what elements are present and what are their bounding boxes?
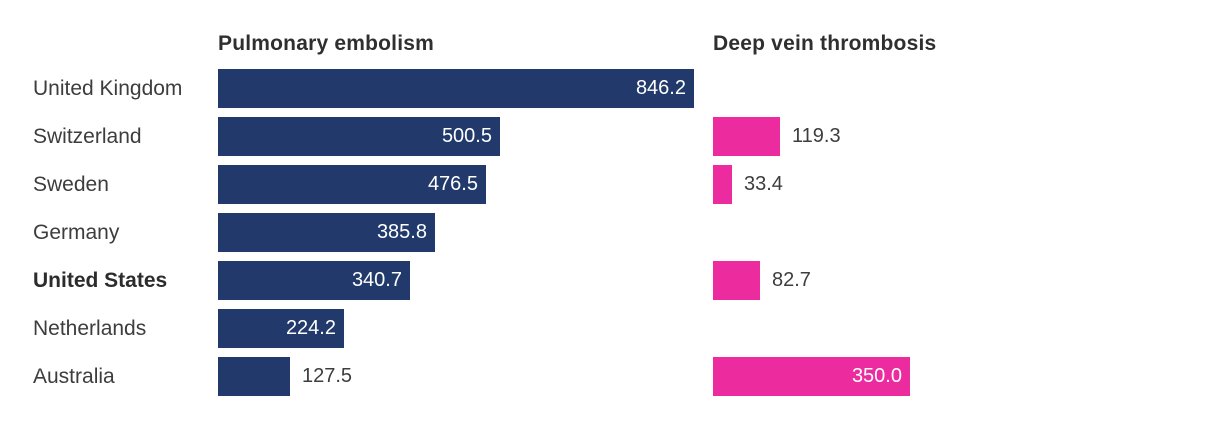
pulmonary-embolism-column-header: Pulmonary embolism [218, 32, 434, 55]
chart-row-united-states: United States 340.7 82.7 [0, 261, 1220, 300]
category-label-netherlands: Netherlands [33, 317, 147, 340]
deep-vein-thrombosis-value-label-australia: 350.0 [851, 365, 902, 387]
deep-vein-thrombosis-bar-united-states [713, 261, 760, 300]
deep-vein-thrombosis-bar-sweden [713, 165, 732, 204]
category-label-germany: Germany [33, 221, 120, 244]
chart-row-netherlands: Netherlands 224.2 [0, 309, 1220, 348]
deep-vein-thrombosis-bar-australia: 350.0 [713, 357, 910, 396]
chart-row-sweden: Sweden 476.5 33.4 [0, 165, 1220, 204]
chart-row-switzerland: Switzerland 500.5 119.3 [0, 117, 1220, 156]
pulmonary-embolism-bar-australia [218, 357, 290, 396]
pulmonary-embolism-bar-switzerland: 500.5 [218, 117, 500, 156]
pulmonary-embolism-bar-united-states: 340.7 [218, 261, 410, 300]
deep-vein-thrombosis-bar-switzerland [713, 117, 780, 156]
pulmonary-embolism-value-label-switzerland: 500.5 [441, 125, 492, 147]
pulmonary-embolism-bar-netherlands: 224.2 [218, 309, 344, 348]
pulmonary-embolism-value-label-united-states: 340.7 [351, 269, 402, 291]
pulmonary-embolism-value-label-netherlands: 224.2 [285, 317, 336, 339]
chart-row-australia: Australia 127.5 350.0 [0, 357, 1220, 396]
pulmonary-embolism-value-label-germany: 385.8 [376, 221, 427, 243]
category-label-united-kingdom: United Kingdom [33, 77, 183, 100]
deep-vein-thrombosis-value-label-sweden: 33.4 [744, 173, 783, 195]
deep-vein-thrombosis-value-label-switzerland: 119.3 [792, 125, 841, 147]
category-label-australia: Australia [33, 365, 115, 388]
deep-vein-thrombosis-value-label-united-states: 82.7 [772, 269, 811, 291]
pulmonary-embolism-value-label-sweden: 476.5 [427, 173, 478, 195]
deep-vein-thrombosis-column-header: Deep vein thrombosis [713, 32, 937, 55]
category-label-united-states: United States [33, 269, 168, 292]
pulmonary-embolism-bar-united-kingdom: 846.2 [218, 69, 694, 108]
chart-row-united-kingdom: United Kingdom 846.2 [0, 69, 1220, 108]
category-label-sweden: Sweden [33, 173, 109, 196]
category-label-switzerland: Switzerland [33, 125, 142, 148]
pulmonary-embolism-bar-sweden: 476.5 [218, 165, 486, 204]
pulmonary-embolism-value-label-australia: 127.5 [302, 365, 353, 387]
chart-row-germany: Germany 385.8 [0, 213, 1220, 252]
pulmonary-embolism-bar-germany: 385.8 [218, 213, 435, 252]
pulmonary-embolism-value-label-united-kingdom: 846.2 [635, 77, 686, 99]
